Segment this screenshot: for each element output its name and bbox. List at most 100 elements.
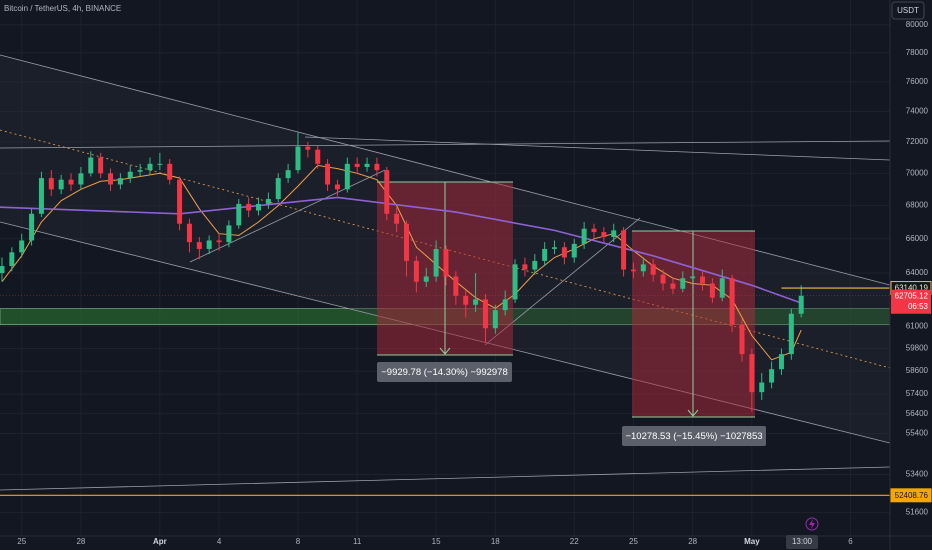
x-tick-label: Apr — [153, 537, 167, 546]
candle-body — [561, 247, 567, 258]
candle-body — [137, 170, 143, 172]
candle-body — [591, 228, 597, 233]
candle-body — [433, 248, 439, 277]
x-tick-label: 8 — [296, 537, 301, 546]
candle-body — [186, 223, 192, 243]
candle-body — [522, 264, 528, 270]
candle-body — [265, 199, 271, 204]
y-tick-label: 74000 — [906, 107, 929, 116]
candle-body — [9, 252, 15, 267]
candle-body — [709, 283, 715, 298]
candle-body — [404, 223, 410, 261]
candle-body — [700, 276, 706, 284]
candle-body — [492, 310, 498, 329]
event-icon[interactable] — [805, 517, 819, 531]
x-tick-label: 28 — [76, 537, 85, 546]
x-tick-label: 25 — [629, 537, 638, 546]
candle-body — [640, 264, 646, 272]
y-tick-label: 59800 — [906, 344, 929, 353]
candle-body — [177, 179, 183, 224]
candle-body — [0, 266, 5, 274]
candle-body — [601, 232, 607, 238]
last-price-label: 62705.12 — [895, 291, 929, 300]
candle-body — [384, 170, 390, 214]
candle-body — [246, 203, 252, 211]
candle-layer — [0, 132, 804, 412]
candle-body — [68, 179, 74, 185]
candle-body — [285, 170, 291, 179]
candle-body — [660, 274, 666, 284]
currency-button[interactable] — [891, 1, 925, 20]
candle-body — [78, 173, 84, 185]
candle-body — [117, 178, 123, 185]
candle-body — [275, 178, 281, 200]
trend-line — [0, 140, 891, 149]
y-tick-label: 66000 — [906, 234, 929, 243]
candle-body — [256, 203, 262, 211]
y-tick-label: 53400 — [906, 470, 929, 479]
candle-body — [206, 240, 212, 249]
candle-body — [650, 264, 656, 275]
candle-body — [532, 260, 538, 270]
chart-title: Bitcoin / TetherUS, 4h, BINANCE — [4, 4, 121, 13]
candle-body — [88, 157, 94, 174]
candle-body — [29, 213, 35, 241]
candle-body — [473, 299, 479, 305]
measure-label: −10278.53 (−15.45%) −1027853 — [625, 431, 762, 442]
candle-body — [364, 163, 370, 167]
candle-body — [394, 213, 400, 224]
candle-body — [423, 276, 429, 282]
candle-body — [729, 278, 735, 325]
candle-body — [680, 278, 686, 289]
y-tick-label: 55400 — [906, 429, 929, 438]
candle-body — [295, 146, 301, 171]
candle-body — [581, 228, 587, 244]
candle-body — [58, 179, 64, 190]
candle-body — [630, 269, 636, 272]
candle-body — [354, 163, 360, 167]
candle-body — [670, 283, 676, 289]
candle-body — [344, 163, 350, 190]
y-tick-label: 51600 — [906, 508, 929, 517]
y-tick-label: 64000 — [906, 268, 929, 277]
candle-body — [196, 242, 202, 249]
x-tick-label: May — [744, 537, 760, 546]
price-label: 52408.76 — [895, 491, 929, 500]
candle-body — [413, 260, 419, 282]
event-icon-bolt — [809, 519, 815, 529]
candle-body — [157, 163, 163, 165]
candle-body — [690, 276, 696, 279]
candle-body — [552, 247, 558, 249]
measure-label: −9929.78 (−14.30%) −992978 — [381, 367, 508, 378]
candle-body — [38, 178, 44, 214]
y-tick-label: 57400 — [906, 389, 929, 398]
candle-body — [778, 354, 784, 370]
last-price-bg — [891, 289, 931, 314]
candle-body — [788, 313, 794, 355]
currency[interactable]: USDT — [897, 6, 919, 15]
y-tick-label: 72000 — [906, 137, 929, 146]
crosshair-x-label: 13:00 — [792, 537, 813, 546]
candle-body — [798, 295, 804, 314]
candle-body — [749, 354, 755, 393]
candle-body — [621, 230, 627, 270]
candle-body — [216, 240, 222, 243]
candle-body — [571, 243, 577, 258]
candle-body — [512, 264, 518, 300]
measure-label-bg — [622, 426, 766, 446]
candle-body — [167, 163, 173, 180]
y-tick-label: 68000 — [906, 201, 929, 210]
candle-body — [759, 382, 765, 393]
candle-body — [463, 295, 469, 305]
y-tick-label: 78000 — [906, 48, 929, 57]
candle-body — [769, 369, 775, 383]
y-tick-label: 70000 — [906, 168, 929, 177]
x-tick-label: 22 — [570, 537, 579, 546]
x-tick-label: 6 — [848, 537, 853, 546]
price-label-bg — [890, 488, 932, 503]
y-tick-label: 80000 — [906, 20, 929, 29]
y-tick-label: 76000 — [906, 77, 929, 86]
candle-body — [226, 225, 232, 243]
crosshair-x-box — [785, 535, 818, 549]
